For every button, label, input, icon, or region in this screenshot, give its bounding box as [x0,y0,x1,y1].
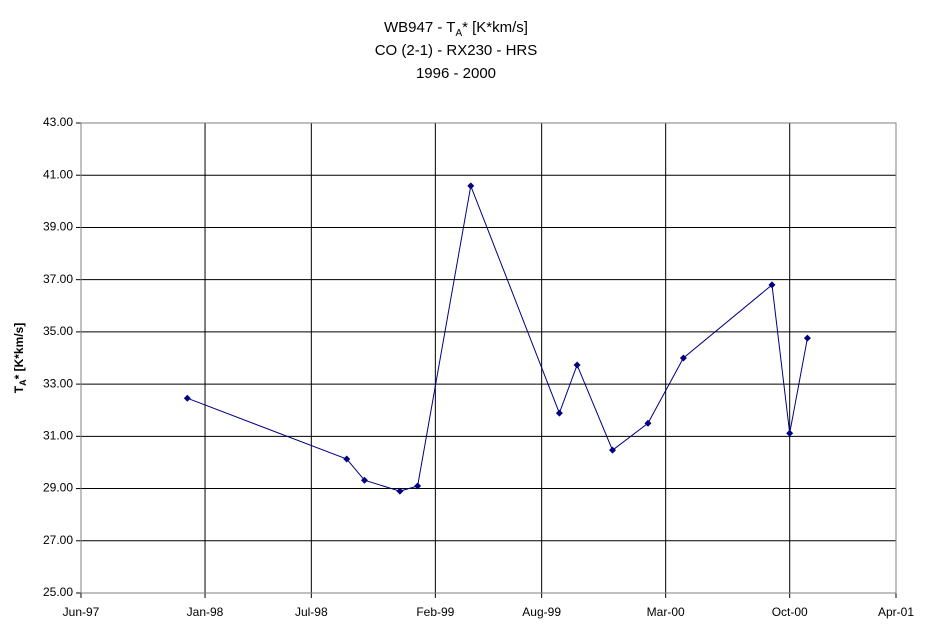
title-part: * [K*km/s] [462,19,528,36]
chart-subtitle: 1996 - 2000 [416,65,496,82]
chart-subtitle: CO (2-1) - RX230 - HRS [375,42,538,59]
y-tick-label: 25.00 [43,585,73,599]
y-axis-label: TA* [K*km/s] [12,323,28,394]
y-tick-label: 29.00 [43,481,73,495]
plot-frame [80,122,897,594]
x-tick-label: Jan-98 [187,605,224,619]
data-point [786,429,794,437]
y-tick-label: 35.00 [43,324,73,338]
x-tick-label: Jun-97 [63,605,100,619]
y-label-subscript: A [18,379,28,386]
y-label-part: * [K*km/s] [12,323,26,380]
x-tick-label: Aug-99 [522,605,561,619]
x-tick-label: Apr-01 [878,605,914,619]
data-point [183,394,191,402]
chart-title: WB947 - TA* [K*km/s] [384,19,528,39]
data-point [573,361,581,369]
y-tick-label: 41.00 [43,167,73,181]
data-point [609,446,617,454]
data-point [803,334,811,342]
data-point [679,354,687,362]
data-point [467,182,475,190]
title-part: WB947 - T [384,19,455,36]
x-tick-label: Oct-00 [772,605,808,619]
y-tick-label: 31.00 [43,429,73,443]
data-point [396,487,404,495]
x-tick-label: Feb-99 [416,605,454,619]
data-point [644,419,652,427]
data-point [360,476,368,484]
series-line [187,184,808,492]
data-point [414,482,422,490]
y-label-part: T [12,385,26,393]
y-tick-label: 27.00 [43,533,73,547]
data-point [768,281,776,289]
data-point [343,455,351,463]
y-tick-label: 37.00 [43,272,73,286]
y-tick-label: 43.00 [43,115,73,129]
x-tick-label: Mar-00 [647,605,685,619]
data-point [555,409,563,417]
y-tick-label: 39.00 [43,220,73,234]
x-tick-label: Jul-98 [295,605,328,619]
y-tick-label: 33.00 [43,376,73,390]
title-subscript: A [455,28,462,39]
